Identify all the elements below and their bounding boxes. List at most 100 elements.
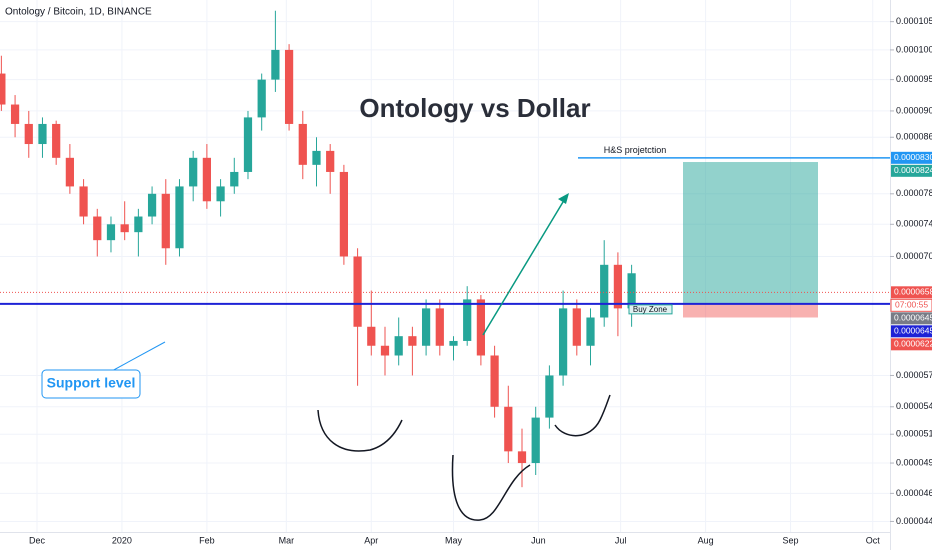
y-tick-label: 0.0000443 [896,516,932,526]
candle-body [230,171,239,187]
arrow-head [558,193,569,204]
candle-body [271,49,280,80]
candle-body [175,186,184,249]
candle-body [545,375,554,418]
candle-body [380,345,390,356]
price-tag [891,312,932,325]
projection-label: H&S projetction [604,145,667,155]
candle-body [134,216,143,233]
x-tick-label: Feb [199,535,215,545]
candle-body [449,340,458,346]
candle-body [284,49,294,124]
y-tick-label: 0.0000515 [896,429,932,439]
candle-body [326,150,335,172]
support-label: Support level [47,375,136,391]
support-callout-box [41,369,141,399]
buy-zone-label: Buy Zone [633,305,668,314]
x-tick-label: Oct [866,535,881,545]
candle-body [161,193,170,249]
x-tick-label: May [445,535,463,545]
head-curve [451,454,531,521]
x-tick-label: Jun [531,535,546,545]
x-tick-label: Dec [29,535,46,545]
candle-body [52,123,61,158]
candle-body [627,273,636,309]
candle-body [202,157,211,202]
price-tag [891,338,932,351]
candle-body [586,317,595,346]
candle-body [558,308,568,376]
price-tag-label: 0.0000622 [894,339,932,349]
x-tick-label: Mar [279,535,295,545]
price-tag [891,164,932,177]
chart-title: Ontology vs Dollar [359,93,590,123]
candle-body [421,308,431,346]
right-shoulder-curve [554,394,611,437]
candle-body [243,117,253,172]
candle-body [408,336,417,346]
x-tick-label: 2020 [112,535,132,545]
candle-body [572,308,581,346]
price-tag [891,325,932,338]
candle-body [353,256,362,327]
candle-body [312,150,321,165]
candle-body [189,157,198,187]
x-tick-label: Apr [364,535,378,545]
candle-body [93,216,102,241]
left-shoulder-curve [317,409,403,452]
x-tick-label: Aug [698,535,714,545]
price-tag-label: 0.0000658 [894,287,932,297]
countdown-tag [890,298,932,312]
target-zone [683,162,818,304]
candle-body [531,417,540,464]
y-tick-label: 0.0000465 [896,488,932,498]
x-tick-label: Sep [783,535,799,545]
candle-body [517,451,527,464]
candle-body [147,193,157,217]
price-tag [891,286,932,299]
candle-body [476,299,486,356]
price-tag-label: 0.0000645 [894,313,932,323]
candle-body [490,355,499,407]
candle-body [65,157,74,187]
candle-body [106,224,116,241]
candle-body [120,224,129,233]
candle-body [216,186,225,202]
price-tag-label: 0.0000645 [894,326,932,336]
candle-body [339,171,348,257]
price-tag-label: 0.0000830 [894,152,932,162]
candle-body [0,73,6,105]
candle-body [600,264,609,318]
price-tag-label: 0.0000824 [894,165,932,175]
candle-body [38,123,47,145]
candle-body [24,123,33,145]
x-tick-label: Jul [615,535,627,545]
candle-body [504,406,513,452]
candle-body [463,299,472,341]
candle-body [298,123,307,165]
candle-body [257,79,266,118]
countdown-label: 07:00:55 [895,300,928,310]
candle-body [613,264,623,309]
callout-pointer [109,341,166,373]
stop-zone [683,303,818,318]
projection-arrow [482,196,567,336]
buy-zone-box [628,304,673,315]
symbol-title: Ontology / Bitcoin, 1D, BINANCE [5,7,152,18]
candle-body [435,308,444,346]
candle-body [394,336,403,356]
candle-body [79,186,88,217]
candle-body [367,326,376,346]
